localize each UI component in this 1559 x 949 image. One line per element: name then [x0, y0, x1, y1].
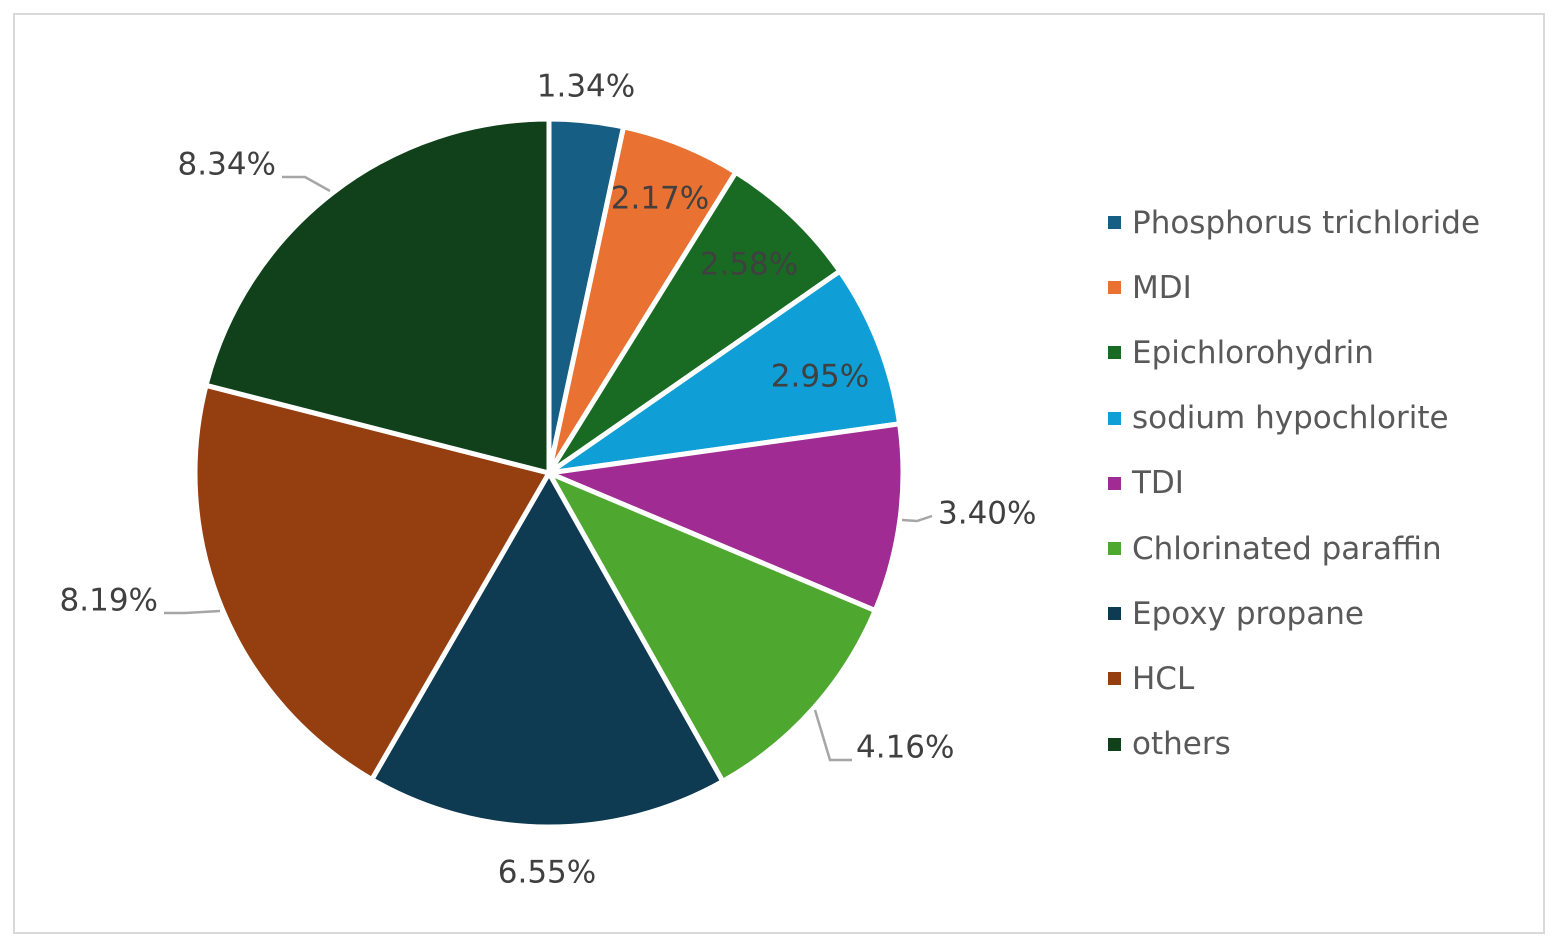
legend-swatch — [1108, 737, 1121, 751]
data-label-mdi: 2.17% — [611, 181, 709, 217]
legend-item-epichlorohydrin: Epichlorohydrin — [1108, 320, 1480, 385]
legend-swatch — [1108, 216, 1121, 230]
pie-slice-others — [203, 116, 552, 476]
legend-label: Chlorinated paraffin — [1132, 530, 1442, 567]
data-label-chlorinated-paraffin: 4.16% — [856, 730, 954, 766]
data-label-epoxy-propane: 6.55% — [498, 855, 596, 891]
leader-line-chlorinated-paraffin — [813, 709, 852, 762]
legend-label: others — [1132, 726, 1231, 763]
pie-slice-sodium-hypochlorite — [546, 268, 903, 476]
data-label-hcl: 8.19% — [60, 583, 158, 619]
legend-item-tdi: TDI — [1108, 451, 1480, 516]
legend: Phosphorus trichloride MDI Epichlorohydrin… — [1108, 190, 1480, 777]
legend-swatch — [1108, 346, 1121, 360]
data-label-epichlorohydrin: 2.58% — [700, 247, 798, 283]
pie-slice-epoxy-propane — [369, 470, 726, 830]
data-label-others: 8.34% — [178, 147, 276, 183]
data-label-tdi: 3.40% — [938, 496, 1036, 532]
data-label-sodium-hypochlorite: 2.95% — [771, 359, 869, 395]
legend-item-others: others — [1108, 712, 1480, 777]
pie-slice-tdi — [546, 421, 906, 614]
legend-swatch — [1108, 542, 1121, 556]
legend-swatch — [1108, 607, 1121, 621]
pie-slice-hcl — [192, 382, 552, 782]
legend-item-phosphorus-trichloride: Phosphorus trichloride — [1108, 190, 1480, 255]
legend-swatch — [1108, 281, 1121, 295]
legend-label: sodium hypochlorite — [1132, 400, 1449, 437]
legend-item-chlorinated-paraffin: Chlorinated paraffin — [1108, 516, 1480, 581]
legend-swatch — [1108, 411, 1121, 425]
legend-label: MDI — [1132, 269, 1192, 306]
legend-item-mdi: MDI — [1108, 255, 1480, 320]
legend-label: HCL — [1132, 660, 1195, 697]
leader-line-tdi — [901, 514, 933, 523]
legend-item-hcl: HCL — [1108, 646, 1480, 711]
pie-slice-epichlorohydrin — [546, 169, 843, 476]
legend-label: TDI — [1132, 465, 1184, 502]
legend-swatch — [1108, 476, 1121, 490]
legend-swatch — [1108, 672, 1121, 686]
pie-slice-chlorinated-paraffin — [546, 470, 878, 784]
data-label-phosphorus-trichloride: 1.34% — [537, 69, 635, 105]
legend-label: Epoxy propane — [1132, 595, 1364, 632]
legend-label: Phosphorus trichloride — [1132, 204, 1481, 241]
leader-line-others — [282, 175, 331, 193]
legend-item-sodium-hypochlorite: sodium hypochlorite — [1108, 386, 1480, 451]
legend-label: Epichlorohydrin — [1132, 334, 1374, 371]
leader-line-hcl — [164, 609, 221, 615]
legend-item-epoxy-propane: Epoxy propane — [1108, 581, 1480, 646]
